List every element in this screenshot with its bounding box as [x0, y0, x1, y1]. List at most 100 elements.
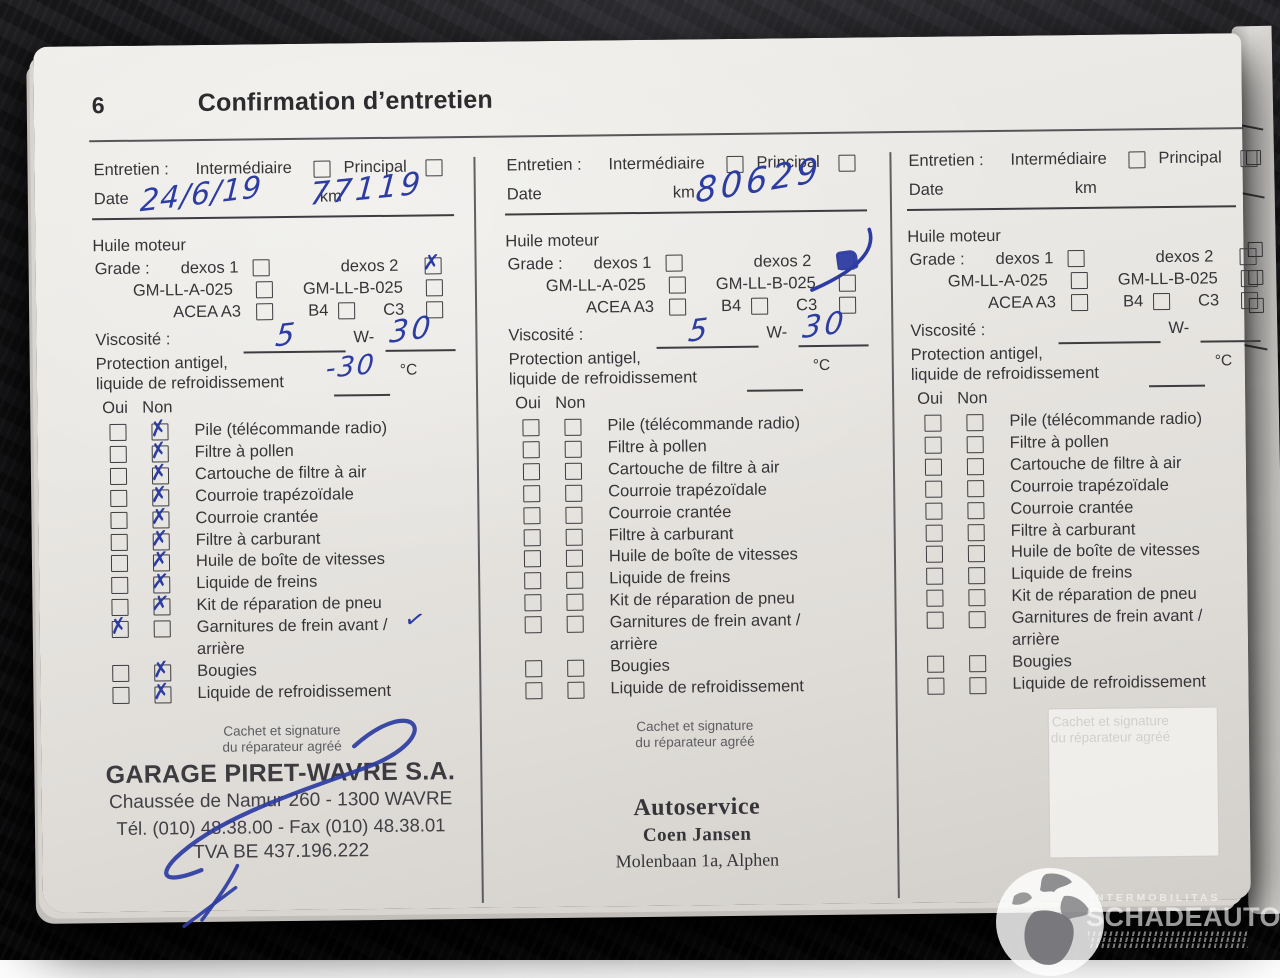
- non-checkbox: [566, 615, 584, 634]
- checklist-item-label: Filtre à carburant: [608, 524, 734, 544]
- non-checkbox: [564, 440, 582, 458]
- handwritten-cross-mark: ✗: [150, 569, 170, 595]
- oui-checkbox: [523, 506, 541, 524]
- dexos1-label: dexos 1: [180, 258, 239, 278]
- checklist-item-label: Pile (télécommande radio): [194, 418, 388, 440]
- antifreeze-label-line1: Protection antigel,: [508, 349, 641, 369]
- stamp-line: Autoservice: [633, 793, 761, 822]
- oui-checkbox: [925, 480, 943, 498]
- antifreeze-label-line2: liquide de refroidissement: [910, 363, 1100, 384]
- checklist-item-label: arrière: [609, 634, 658, 654]
- service-column: Entretien : Intermédiaire Principal Date…: [504, 149, 881, 906]
- checklist-item-label: Courroie crantée: [195, 507, 319, 527]
- km-label: km: [1074, 178, 1097, 198]
- checklist-item-label: Courroie trapézoïdale: [195, 484, 355, 505]
- handwritten-viscosity-first: 5: [686, 311, 710, 350]
- dexos2-checkbox: [1239, 248, 1257, 266]
- oui-checkbox: [110, 555, 129, 573]
- antifreeze-row: Protection antigel, liquide de refroidis…: [507, 345, 876, 397]
- engine-oil-heading: Huile moteur: [907, 226, 1001, 246]
- handwritten-viscosity-second: 30: [388, 309, 435, 351]
- non-checkbox: [564, 418, 582, 436]
- oui-checkbox: [925, 502, 943, 520]
- c3-label: C3: [1197, 291, 1220, 310]
- entretien-label: Entretien :: [506, 155, 582, 175]
- handwritten-cross-mark: ✗: [149, 503, 169, 529]
- non-checkbox: [966, 457, 985, 476]
- b4-label: B4: [721, 296, 742, 316]
- oui-checkbox: [924, 414, 942, 432]
- date-row: Date km 80629: [505, 149, 873, 292]
- checklist-row: Liquide de refroidissement: [912, 671, 1247, 697]
- page-number: 6: [91, 92, 105, 119]
- dexos1-checkbox: [252, 259, 270, 277]
- watermark-large-text: SCHADEAUTOS.NL: [1086, 902, 1280, 932]
- checklist-item-label: Huile de boîte de vitesses: [608, 545, 798, 566]
- oui-checkbox: [110, 489, 128, 507]
- oui-checkbox: [926, 567, 944, 586]
- date-label: Date: [93, 189, 129, 209]
- oui-checkbox: [110, 511, 128, 529]
- handwritten-cross-mark: ✗: [150, 591, 170, 617]
- checklist-item-label: Garnitures de frein avant /: [1011, 606, 1203, 627]
- stamp-caption: Cachet et signature du réparateur agréé: [511, 716, 879, 752]
- non-header-label: Non: [142, 398, 173, 417]
- non-checkbox: [565, 528, 583, 546]
- w-prefix-label: W-: [766, 323, 788, 342]
- oui-checkbox: [924, 436, 942, 454]
- non-checkbox: [967, 523, 985, 541]
- acea-a3-label: ACEA A3: [173, 302, 242, 322]
- grade-label: Grade :: [94, 259, 150, 279]
- dexos2-checkbox: ✗: [422, 250, 442, 274]
- date-label: Date: [506, 185, 542, 204]
- checklist-item-label: Courroie crantée: [608, 502, 732, 523]
- checklist-item-label: Filtre à pollen: [607, 437, 707, 457]
- c3-checkbox: [1240, 292, 1259, 310]
- gm-ll-b-label: GM-LL-B-025: [302, 278, 403, 298]
- non-checkbox: [565, 484, 583, 502]
- oui-checkbox: [524, 616, 542, 634]
- oui-checkbox: [112, 664, 130, 682]
- oui-checkbox: [522, 419, 540, 437]
- b4-checkbox: [338, 302, 356, 320]
- oui-checkbox: [109, 423, 127, 442]
- checklist-item-label: Filtre à pollen: [1009, 432, 1109, 452]
- handwritten-viscosity-second: 30: [801, 304, 848, 347]
- dexos2-checkbox: [835, 249, 859, 271]
- temperature-rule: [334, 393, 391, 397]
- oui-checkbox: [525, 682, 543, 700]
- checklist-item-label: Liquide de refroidissement: [610, 677, 805, 698]
- antifreeze-row: Protection antigel, liquide de refroidis…: [94, 349, 463, 402]
- dexos1-label: dexos 1: [593, 253, 652, 273]
- oui-checkbox: ✗: [108, 613, 130, 640]
- oui-header-label: Oui: [917, 389, 943, 408]
- acea-a3-label: ACEA A3: [987, 293, 1057, 313]
- service-columns: Entretien : Intermédiaire Principal Date…: [34, 146, 1261, 928]
- gm-ll-b-checkbox: [425, 279, 443, 297]
- temperature-rule: [747, 389, 804, 392]
- non-checkbox: [966, 414, 984, 432]
- dexos1-label: dexos 1: [995, 249, 1054, 268]
- checklist-item-label: Pile (télécommande radio): [1009, 409, 1203, 430]
- oui-checkbox: [110, 533, 128, 551]
- b4-label: B4: [308, 301, 329, 320]
- antifreeze-row: Protection antigel, liquide de refroidis…: [909, 341, 1245, 393]
- handwritten-scribble-mark: [835, 249, 859, 271]
- antifreeze-label-line2: liquide de refroidissement: [508, 368, 698, 389]
- b4-checkbox: [1152, 292, 1171, 311]
- non-checkbox: [967, 479, 985, 498]
- non-checkbox: [153, 620, 171, 638]
- service-column: Entretien : Intermédiaire Principal Date…: [906, 146, 1261, 902]
- signature: [164, 718, 417, 928]
- checklist-row: Garnitures de frein avant / arrière: [510, 609, 878, 657]
- gm-ll-b-label: GM-LL-B-025: [715, 274, 816, 294]
- acea-a3-checkbox: [669, 298, 687, 316]
- service-column: Entretien : Intermédiaire Principal Date…: [91, 155, 468, 928]
- dexos1-checkbox: [1067, 249, 1085, 268]
- viscosity-label: Viscosité :: [95, 330, 171, 350]
- principal-checkbox: [425, 159, 443, 177]
- celsius-label: °C: [1214, 352, 1233, 370]
- checklist-item-label: Filtre à carburant: [1010, 519, 1136, 540]
- watermark-small-text: INTERMOBILITAS: [1090, 892, 1221, 904]
- page-edge-line: [1241, 343, 1268, 351]
